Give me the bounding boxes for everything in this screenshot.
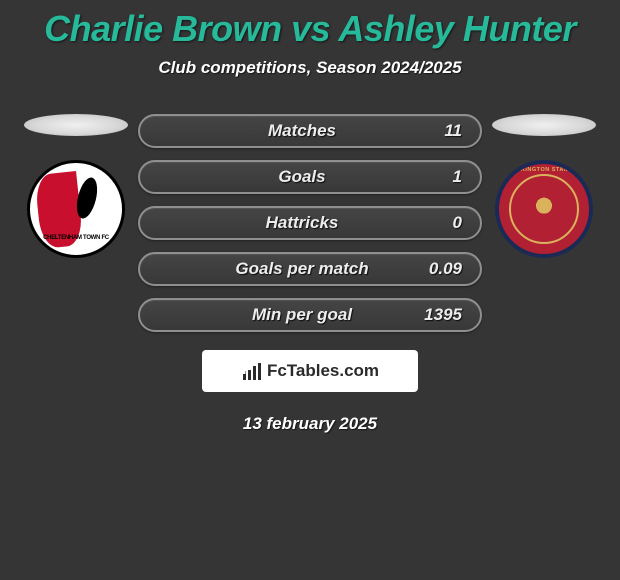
- left-club-badge: CHELTENHAM TOWN FC: [27, 160, 125, 258]
- stats-column: Matches 11 Goals 1 Hattricks 0 Goals per…: [138, 114, 482, 332]
- right-player-oval: [492, 114, 596, 136]
- stat-value: 11: [424, 121, 462, 141]
- stat-pill-hattricks: Hattricks 0: [138, 206, 482, 240]
- page-subtitle: Club competitions, Season 2024/2025: [0, 58, 620, 78]
- main-row: CHELTENHAM TOWN FC Matches 11 Goals 1 Ha…: [0, 114, 620, 332]
- stat-label: Min per goal: [140, 305, 424, 325]
- stat-value: 1: [424, 167, 462, 187]
- right-club-badge-text: ACCRINGTON STANLEY: [499, 167, 589, 173]
- date-line: 13 february 2025: [0, 414, 620, 434]
- page-title: Charlie Brown vs Ashley Hunter: [0, 8, 620, 50]
- left-column: CHELTENHAM TOWN FC: [22, 114, 130, 258]
- stat-pill-goals: Goals 1: [138, 160, 482, 194]
- stat-label: Goals per match: [140, 259, 424, 279]
- right-club-badge-inner: [509, 174, 579, 244]
- right-column: ACCRINGTON STANLEY: [490, 114, 598, 258]
- brand-link[interactable]: FcTables.com: [202, 350, 418, 392]
- stats-card: Charlie Brown vs Ashley Hunter Club comp…: [0, 0, 620, 434]
- bar-chart-icon: [241, 362, 263, 380]
- stat-label: Goals: [140, 167, 424, 187]
- stat-pill-gpm: Goals per match 0.09: [138, 252, 482, 286]
- stat-value: 0.09: [424, 259, 462, 279]
- stat-pill-matches: Matches 11: [138, 114, 482, 148]
- stat-value: 1395: [424, 305, 462, 325]
- stat-label: Hattricks: [140, 213, 424, 233]
- left-player-oval: [24, 114, 128, 136]
- stat-label: Matches: [140, 121, 424, 141]
- brand-text: FcTables.com: [267, 361, 379, 381]
- left-club-badge-text: CHELTENHAM TOWN FC: [30, 235, 122, 241]
- stat-value: 0: [424, 213, 462, 233]
- right-club-badge: ACCRINGTON STANLEY: [495, 160, 593, 258]
- stat-pill-mpg: Min per goal 1395: [138, 298, 482, 332]
